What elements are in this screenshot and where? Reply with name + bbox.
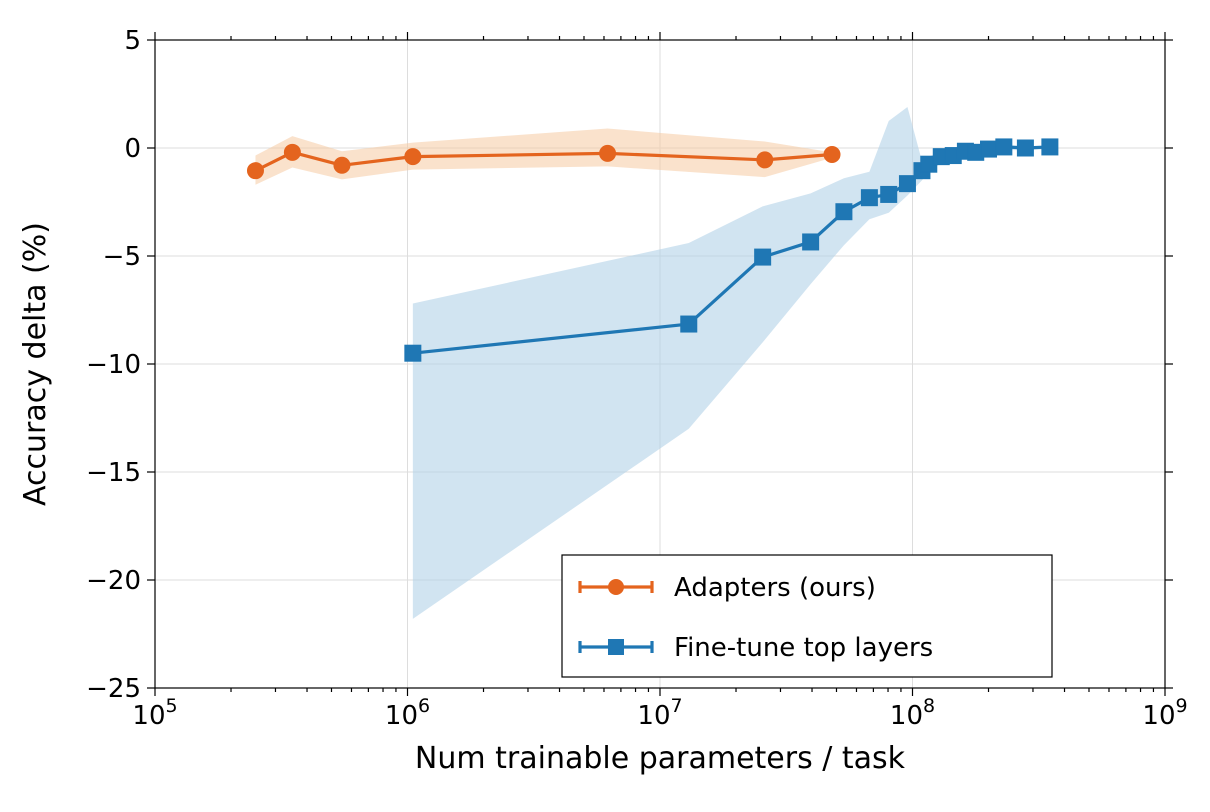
x-tick-label: 107 [637,695,682,731]
y-tick-label: −10 [86,350,141,380]
legend: Adapters (ours) Fine-tune top layers [562,555,1052,677]
y-tick-label: 5 [124,26,141,56]
chart-svg: 105106107108109−25−20−15−10−505Num train… [0,0,1210,812]
y-tick-label: −20 [86,566,141,596]
legend-label: Fine-tune top layers [674,633,933,663]
x-tick-label: 108 [890,695,935,731]
y-tick-label: 0 [124,134,141,164]
y-tick-label: −25 [86,674,141,704]
x-tick-label: 106 [385,695,430,731]
x-axis-label: Num trainable parameters / task [415,741,906,776]
x-tick-label: 109 [1142,695,1187,731]
y-tick-label: −15 [86,458,141,488]
y-axis-label: Accuracy delta (%) [18,222,53,506]
chart-container: 105106107108109−25−20−15−10−505Num train… [0,0,1210,812]
y-tick-label: −5 [103,242,141,272]
legend-label: Adapters (ours) [674,573,876,603]
